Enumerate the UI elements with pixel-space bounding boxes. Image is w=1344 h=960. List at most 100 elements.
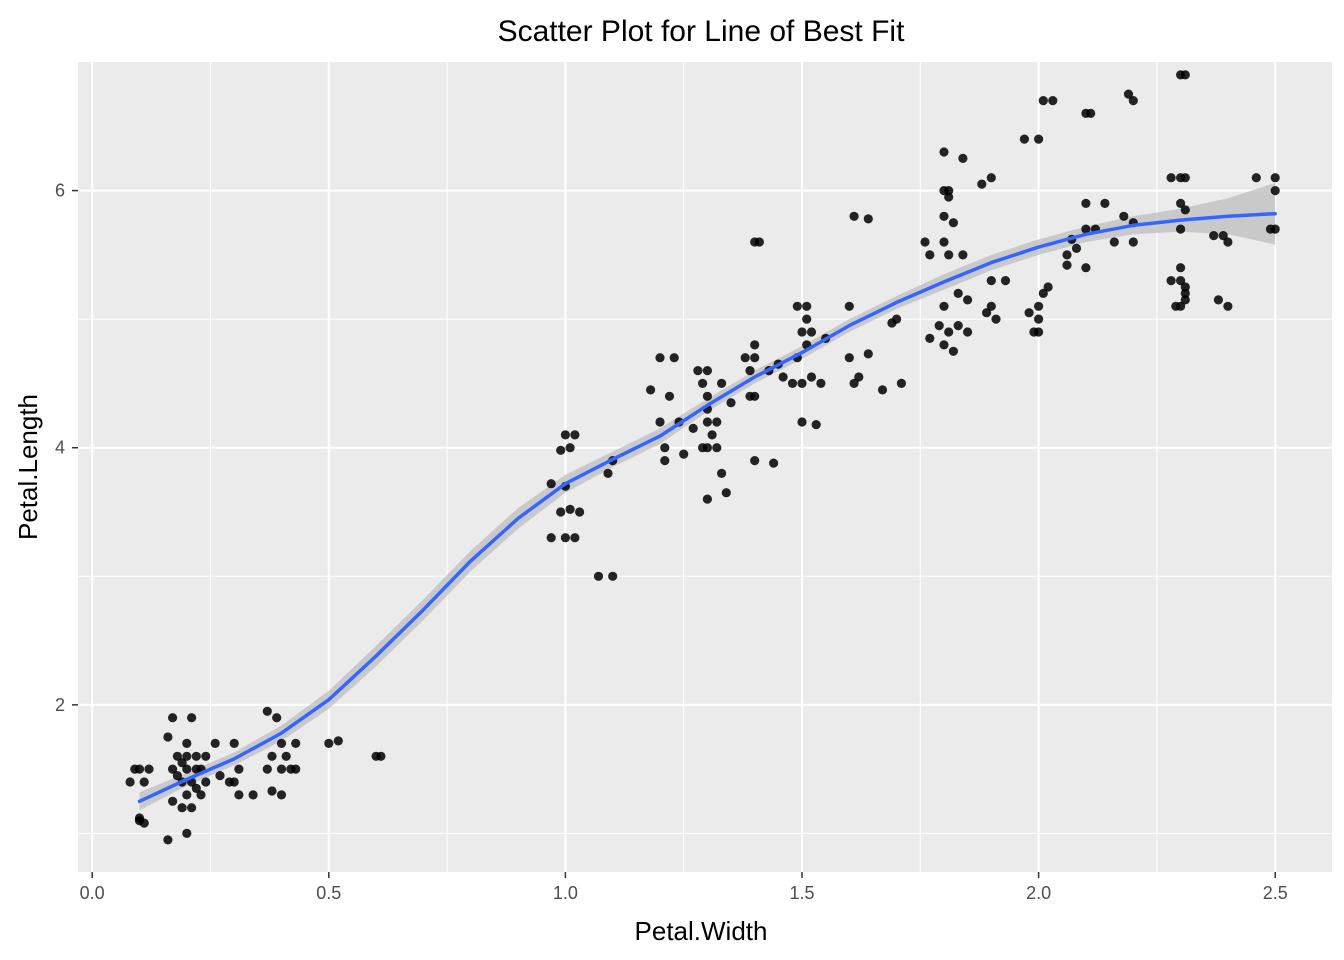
data-point: [754, 237, 765, 247]
data-point: [201, 751, 211, 761]
data-point: [1223, 301, 1233, 311]
data-point: [229, 777, 239, 787]
data-point: [262, 764, 272, 774]
x-tick-label: 1.5: [789, 883, 814, 903]
data-point: [806, 327, 817, 337]
data-point: [229, 738, 239, 749]
data-point: [1071, 243, 1082, 253]
data-point: [1166, 173, 1176, 183]
data-point: [702, 366, 713, 376]
data-point: [1000, 276, 1011, 286]
data-point: [702, 417, 713, 427]
data-point: [939, 147, 949, 157]
data-point: [1265, 224, 1276, 234]
data-point: [792, 301, 802, 311]
data-point: [1062, 260, 1072, 270]
data-point: [707, 430, 717, 440]
y-tick-label: 4: [55, 438, 65, 458]
data-point: [849, 378, 859, 388]
data-point: [262, 706, 272, 716]
data-point: [1100, 198, 1110, 208]
data-point: [215, 771, 225, 781]
data-point: [712, 443, 722, 453]
data-point: [139, 777, 149, 787]
data-point: [721, 488, 731, 498]
data-point: [1251, 173, 1261, 183]
data-point: [276, 790, 287, 800]
data-point: [1176, 301, 1186, 311]
data-point: [1180, 205, 1190, 215]
data-point: [234, 764, 244, 774]
data-point: [787, 378, 798, 388]
data-point: [939, 237, 949, 247]
data-point: [863, 349, 873, 359]
data-point: [958, 250, 968, 260]
data-point: [750, 353, 760, 363]
data-point: [750, 456, 760, 466]
data-point: [944, 192, 954, 202]
data-point: [963, 295, 973, 305]
data-point: [669, 353, 679, 363]
data-point: [1043, 282, 1053, 292]
grid-minor-lines: [78, 62, 1332, 872]
data-point: [925, 250, 935, 260]
y-tick-label: 2: [55, 695, 65, 715]
data-point: [1209, 231, 1219, 241]
data-point: [191, 751, 201, 761]
data-point: [281, 751, 291, 761]
data-point: [750, 391, 760, 401]
data-point: [191, 783, 201, 794]
data-point: [172, 751, 182, 761]
data-point: [712, 417, 722, 427]
data-point: [1123, 89, 1134, 99]
data-point: [877, 385, 888, 395]
x-tick-label: 0.0: [80, 883, 105, 903]
data-point: [565, 443, 575, 453]
data-point: [139, 818, 149, 828]
x-tick-label: 2.5: [1263, 883, 1288, 903]
data-point: [806, 372, 817, 382]
data-point: [168, 713, 178, 723]
data-point: [182, 764, 192, 774]
data-point: [991, 314, 1001, 324]
data-point: [276, 764, 287, 774]
y-tick-label: 6: [55, 181, 65, 201]
data-point: [1038, 96, 1048, 106]
data-point: [660, 456, 670, 466]
data-point: [1109, 237, 1119, 247]
data-point: [376, 751, 386, 761]
data-point: [182, 751, 192, 761]
data-point: [1176, 198, 1186, 208]
data-point: [939, 340, 949, 350]
data-point: [986, 173, 996, 183]
data-point: [664, 391, 675, 401]
data-point: [655, 417, 665, 427]
data-point: [187, 713, 197, 723]
data-point: [702, 391, 713, 401]
data-point: [565, 504, 575, 514]
data-point: [717, 378, 727, 388]
data-point: [953, 321, 963, 331]
data-point: [646, 385, 656, 395]
x-tick-label: 2.0: [1026, 883, 1051, 903]
data-point: [556, 445, 566, 455]
data-point: [196, 790, 206, 800]
data-point: [948, 346, 959, 356]
data-point: [854, 372, 864, 382]
data-point: [920, 237, 930, 247]
data-point: [182, 828, 192, 839]
x-axis-ticks: 0.0 0.5 1.0 1.5 2.0 2.5: [80, 872, 1288, 903]
data-point: [187, 803, 197, 813]
data-point: [745, 366, 755, 376]
data-point: [556, 507, 566, 517]
data-point: [679, 449, 689, 459]
y-axis-title: Petal.Length: [13, 394, 43, 540]
data-point: [608, 571, 618, 581]
data-point: [144, 764, 154, 774]
data-point: [740, 353, 750, 363]
data-point: [939, 211, 949, 221]
data-point: [163, 835, 173, 845]
data-point: [1034, 314, 1044, 324]
data-point: [1176, 224, 1186, 234]
